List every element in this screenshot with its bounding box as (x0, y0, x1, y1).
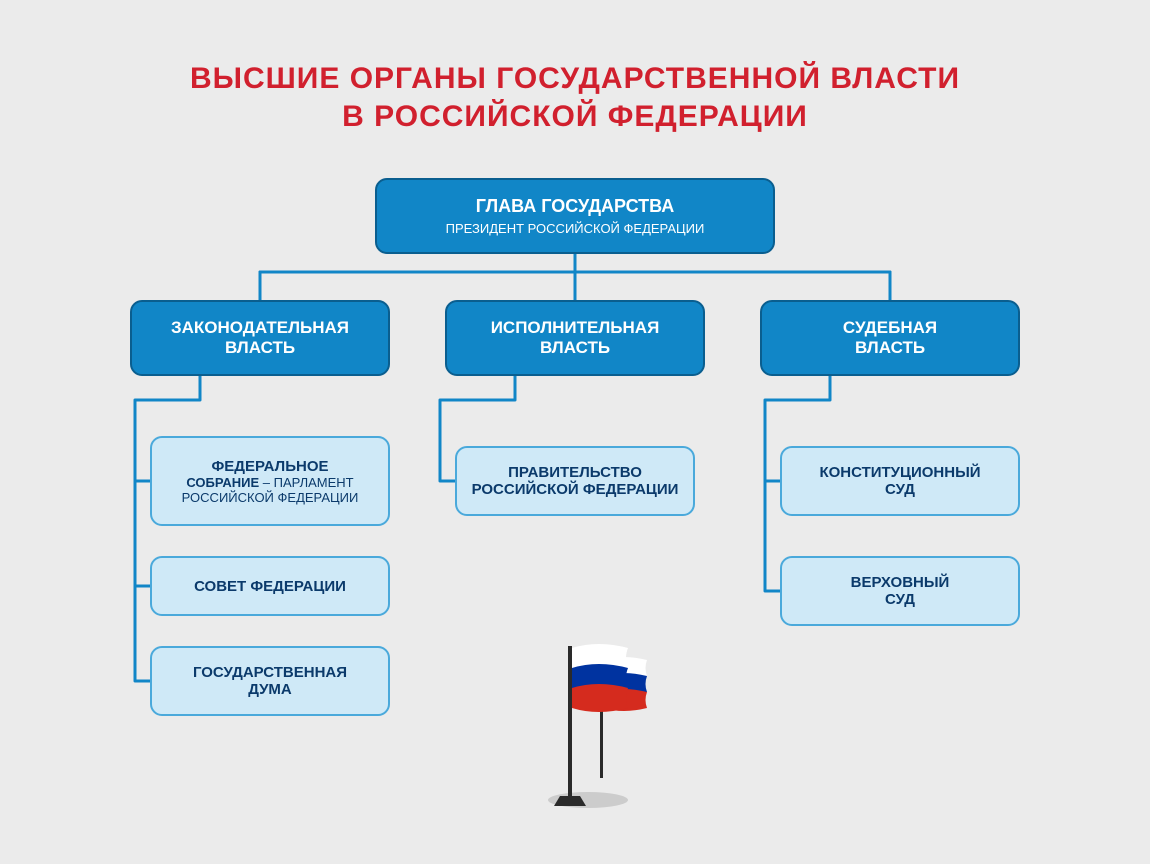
legislative-l1: ЗАКОНОДАТЕЛЬНАЯ (171, 318, 349, 338)
node-executive: ИСПОЛНИТЕЛЬНАЯ ВЛАСТЬ (445, 300, 705, 376)
cc-l2: СУД (885, 481, 915, 498)
judicial-l2: ВЛАСТЬ (855, 338, 925, 358)
russia-flags-icon (540, 640, 660, 815)
judicial-l1: СУДЕБНАЯ (843, 318, 937, 338)
executive-l2: ВЛАСТЬ (540, 338, 610, 358)
node-head-of-state: ГЛАВА ГОСУДАРСТВА ПРЕЗИДЕНТ РОССИЙСКОЙ Ф… (375, 178, 775, 254)
executive-l1: ИСПОЛНИТЕЛЬНАЯ (491, 318, 660, 338)
node-supreme-court: ВЕРХОВНЫЙ СУД (780, 556, 1020, 626)
title-line2: В РОССИЙСКОЙ ФЕДЕРАЦИИ (342, 100, 808, 133)
duma-l1: ГОСУДАРСТВЕННАЯ (193, 664, 347, 681)
fa-l2b: – ПАРЛАМЕНТ (259, 475, 353, 490)
node-federal-assembly: ФЕДЕРАЛЬНОЕ СОБРАНИЕ – ПАРЛАМЕНТ РОССИЙС… (150, 436, 390, 526)
gov-l1: ПРАВИТЕЛЬСТВО (508, 464, 642, 481)
cc-l1: КОНСТИТУЦИОННЫЙ (819, 464, 980, 481)
node-state-duma: ГОСУДАРСТВЕННАЯ ДУМА (150, 646, 390, 716)
legislative-l2: ВЛАСТЬ (225, 338, 295, 358)
fa-l2: СОБРАНИЕ – ПАРЛАМЕНТ (186, 475, 353, 490)
gov-l2: РОССИЙСКОЙ ФЕДЕРАЦИИ (472, 481, 679, 498)
diagram-stage: ВЫСШИЕ ОРГАНЫ ГОСУДАРСТВЕННОЙ ВЛАСТИ В Р… (0, 0, 1150, 864)
fa-l2a: СОБРАНИЕ (186, 475, 259, 490)
sovfed-l1: СОВЕТ ФЕДЕРАЦИИ (194, 578, 346, 595)
node-judicial: СУДЕБНАЯ ВЛАСТЬ (760, 300, 1020, 376)
node-legislative: ЗАКОНОДАТЕЛЬНАЯ ВЛАСТЬ (130, 300, 390, 376)
sc-l2: СУД (885, 591, 915, 608)
head-line1: ГЛАВА ГОСУДАРСТВА (476, 196, 675, 217)
sc-l1: ВЕРХОВНЫЙ (851, 574, 950, 591)
duma-l2: ДУМА (248, 681, 292, 698)
fa-l3: РОССИЙСКОЙ ФЕДЕРАЦИИ (182, 490, 359, 505)
node-government: ПРАВИТЕЛЬСТВО РОССИЙСКОЙ ФЕДЕРАЦИИ (455, 446, 695, 516)
title-line1: ВЫСШИЕ ОРГАНЫ ГОСУДАРСТВЕННОЙ ВЛАСТИ (190, 62, 960, 95)
fa-l1: ФЕДЕРАЛЬНОЕ (211, 458, 328, 475)
node-constitutional-court: КОНСТИТУЦИОННЫЙ СУД (780, 446, 1020, 516)
diagram-title: ВЫСШИЕ ОРГАНЫ ГОСУДАРСТВЕННОЙ ВЛАСТИ В Р… (0, 60, 1150, 135)
head-line2: ПРЕЗИДЕНТ РОССИЙСКОЙ ФЕДЕРАЦИИ (446, 221, 705, 236)
node-federation-council: СОВЕТ ФЕДЕРАЦИИ (150, 556, 390, 616)
